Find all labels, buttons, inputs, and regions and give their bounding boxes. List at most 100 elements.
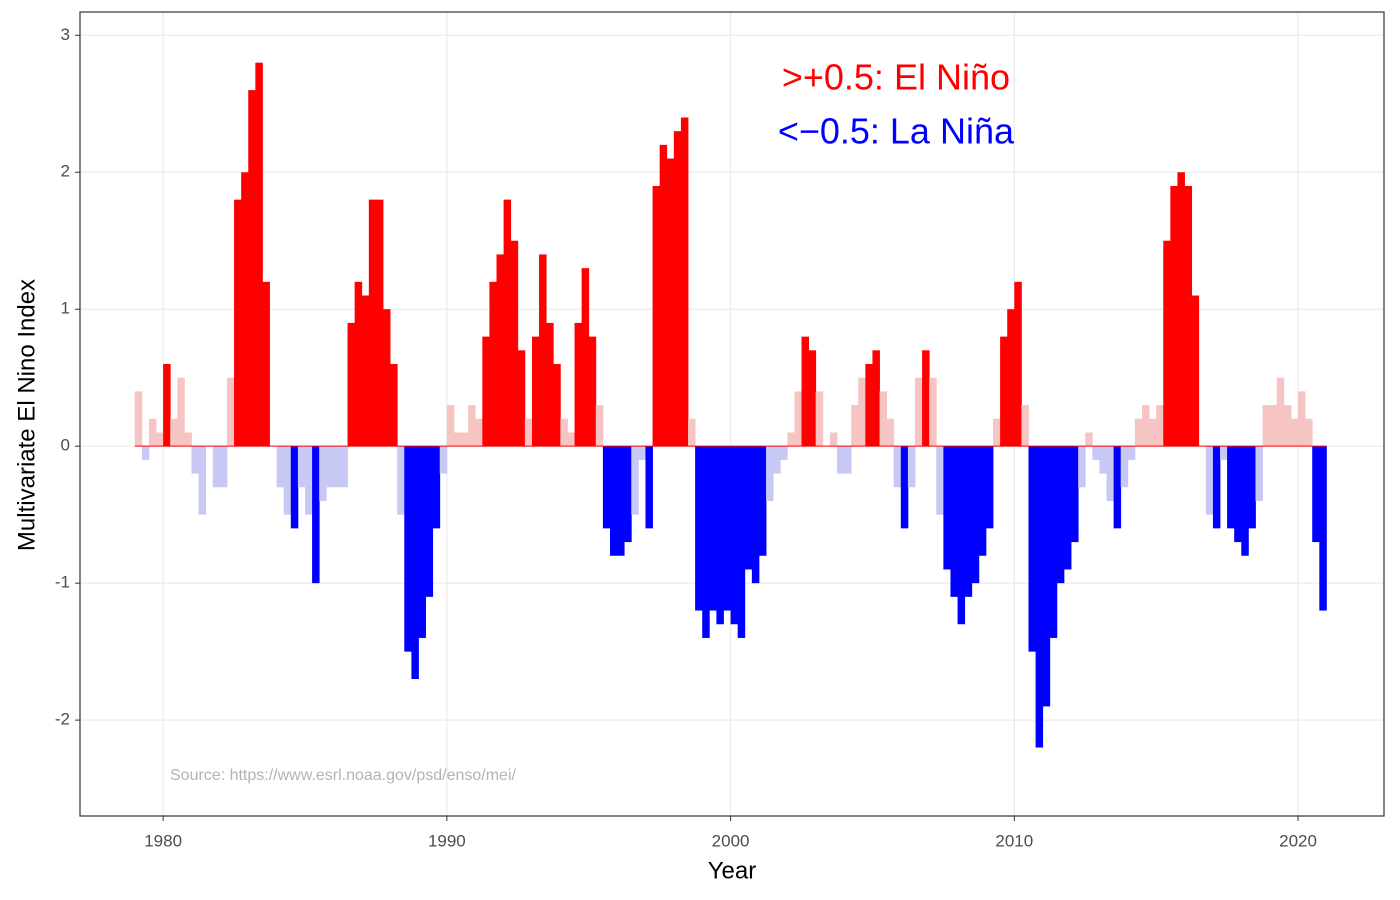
index-bar xyxy=(1305,418,1313,447)
index-bar xyxy=(1092,446,1100,460)
index-bar xyxy=(652,185,661,447)
index-bar xyxy=(836,446,845,474)
index-bar xyxy=(517,350,526,447)
index-bar xyxy=(482,336,490,447)
index-bar xyxy=(212,446,221,488)
index-bar xyxy=(453,432,462,447)
index-bar xyxy=(283,446,292,515)
index-bar xyxy=(1056,446,1065,584)
index-bar xyxy=(184,432,192,447)
index-bar xyxy=(1276,377,1285,447)
index-bar xyxy=(1269,405,1278,447)
index-bar xyxy=(248,90,256,447)
index-bar xyxy=(794,391,802,447)
index-bar xyxy=(1212,446,1221,529)
index-bar xyxy=(709,446,717,611)
source-note: Source: https://www.esrl.noaa.gov/psd/en… xyxy=(170,767,517,784)
index-bar xyxy=(496,254,505,447)
index-bar xyxy=(971,446,980,584)
index-bar xyxy=(1227,446,1235,529)
index-bar xyxy=(319,446,327,501)
index-bar xyxy=(936,446,944,515)
index-bar xyxy=(602,446,611,529)
index-bar xyxy=(808,350,817,447)
index-bar xyxy=(531,336,540,447)
index-bar xyxy=(1255,446,1263,501)
index-bar xyxy=(758,446,767,556)
index-bar xyxy=(333,446,341,488)
index-bar xyxy=(368,199,377,447)
index-bar xyxy=(134,391,143,447)
index-bar xyxy=(645,446,653,529)
y-tick-label: -1 xyxy=(55,573,70,592)
index-bar xyxy=(1007,309,1015,447)
x-tick-label: 2000 xyxy=(712,831,750,850)
index-bar xyxy=(304,446,313,515)
index-bar xyxy=(425,446,434,597)
index-bar xyxy=(560,418,568,447)
index-bar xyxy=(148,418,157,447)
index-bar xyxy=(1156,405,1164,447)
index-bar xyxy=(475,418,483,447)
index-bar xyxy=(375,199,384,447)
index-bar xyxy=(680,117,689,447)
index-bar xyxy=(993,418,1001,447)
index-bar xyxy=(978,446,987,556)
index-bar xyxy=(893,446,902,488)
index-bar xyxy=(1262,405,1271,447)
index-bar xyxy=(226,377,235,447)
index-bar xyxy=(858,377,866,447)
index-bar xyxy=(141,446,150,460)
index-bar xyxy=(432,446,441,529)
index-bar xyxy=(1071,446,1079,543)
index-bar xyxy=(468,405,476,447)
index-bar xyxy=(872,350,880,447)
index-bar xyxy=(851,405,859,447)
index-bar xyxy=(886,418,895,447)
index-bar xyxy=(524,418,533,447)
index-bar xyxy=(510,240,519,447)
index-bar xyxy=(737,446,746,638)
index-bar xyxy=(241,172,249,447)
index-bar xyxy=(418,446,426,638)
y-axis-label: Multivariate El Nino Index xyxy=(13,279,40,551)
index-bar xyxy=(170,418,178,447)
x-axis-label: Year xyxy=(708,857,757,884)
index-bar xyxy=(829,432,838,447)
index-bar xyxy=(326,446,334,488)
index-bar xyxy=(1141,405,1150,447)
index-bar xyxy=(929,377,937,447)
index-bar xyxy=(411,446,419,680)
index-bar xyxy=(347,322,356,447)
index-bar xyxy=(1241,446,1249,556)
index-bar xyxy=(1113,446,1122,529)
index-bar xyxy=(1000,336,1008,447)
index-bar xyxy=(588,336,597,447)
index-bar xyxy=(1014,281,1022,447)
index-bar xyxy=(439,446,448,474)
index-bar xyxy=(446,405,455,447)
index-bar xyxy=(624,446,632,543)
index-bar xyxy=(751,446,760,584)
index-bar xyxy=(815,391,824,447)
index-bar xyxy=(1220,446,1228,460)
index-bar xyxy=(716,446,724,625)
index-bar xyxy=(219,446,228,488)
y-tick-label: -2 xyxy=(55,710,70,729)
index-bar xyxy=(1106,446,1115,501)
index-bar xyxy=(985,446,994,529)
index-bar xyxy=(1149,418,1157,447)
annotation-la-nina: <−0.5: La Niña xyxy=(778,111,1015,152)
index-bar xyxy=(659,144,668,447)
index-bar xyxy=(1312,446,1320,543)
y-tick-label: 1 xyxy=(61,299,70,318)
index-bar xyxy=(1042,446,1051,707)
index-bar xyxy=(631,446,639,515)
panel-border xyxy=(79,11,1385,817)
index-bar xyxy=(546,322,554,447)
index-bar xyxy=(1205,446,1214,515)
y-tick-label: 3 xyxy=(61,25,70,44)
index-bar xyxy=(1134,418,1143,447)
index-bar xyxy=(609,446,618,556)
